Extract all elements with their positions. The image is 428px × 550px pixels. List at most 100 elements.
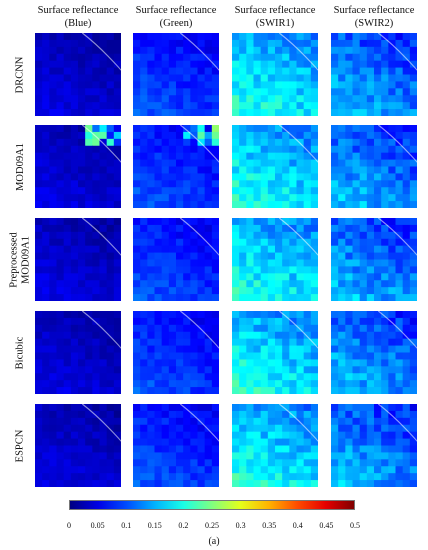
map-cell: [260, 266, 269, 274]
map-cell: [359, 159, 368, 167]
map-cell: [197, 102, 206, 110]
map-cell: [338, 138, 346, 147]
map-cell: [352, 459, 361, 467]
map-cell: [183, 173, 191, 181]
map-cell: [92, 159, 100, 167]
map-cell: [70, 173, 79, 181]
map-cell: [183, 452, 191, 460]
map-cell: [63, 138, 72, 147]
map-cell: [366, 266, 375, 274]
map-cell: [402, 53, 411, 62]
map-cell: [374, 311, 382, 319]
map-cell: [296, 173, 305, 181]
map-cell: [168, 245, 177, 254]
map-cell: [204, 345, 213, 353]
map-cell: [296, 280, 305, 288]
map-cell: [70, 280, 79, 288]
map-cell: [85, 311, 93, 319]
map-cell: [211, 173, 219, 181]
map-cell: [345, 452, 353, 460]
map-cell: [113, 273, 121, 281]
map-cell: [147, 152, 155, 161]
map-cell: [402, 201, 411, 208]
map-cell: [211, 280, 219, 288]
map-cell: [211, 201, 219, 208]
map-cell: [388, 380, 396, 388]
map-cell: [338, 273, 346, 281]
map-cell: [267, 145, 276, 154]
map-cell: [359, 74, 368, 82]
map-cell: [381, 102, 389, 110]
map-cell: [359, 294, 368, 301]
map-cell: [85, 231, 93, 240]
map-cell: [388, 187, 396, 195]
map-cell: [49, 131, 57, 140]
map-cell: [113, 445, 121, 453]
map-cell: [409, 166, 417, 174]
map-cell: [183, 194, 191, 202]
map-cell: [282, 366, 290, 374]
map-cell: [176, 102, 184, 110]
map-cell: [381, 109, 389, 116]
map-cell: [63, 125, 72, 133]
map-cell: [35, 431, 43, 440]
map-cell: [99, 74, 108, 82]
map-cell: [388, 431, 396, 440]
map-cell: [310, 431, 318, 440]
map-cell: [352, 259, 361, 267]
map-cell: [190, 201, 198, 208]
map-cell: [85, 431, 93, 440]
map-cell: [154, 218, 163, 226]
map-cell: [133, 245, 141, 254]
map-cell: [267, 331, 276, 340]
map-cell: [113, 218, 121, 226]
map-cell: [176, 366, 184, 374]
map-cell: [303, 245, 312, 254]
map-cell: [204, 459, 213, 467]
map-cell: [63, 266, 72, 274]
map-cell: [359, 81, 368, 89]
map-cell: [197, 352, 206, 360]
map-cell: [338, 259, 346, 267]
map-cell: [35, 95, 43, 103]
row-label-1: DRCNN: [14, 33, 27, 116]
map-cell: [253, 345, 262, 353]
map-cell: [176, 311, 184, 319]
map-cell: [99, 138, 108, 147]
map-cell: [204, 252, 213, 260]
map-cell: [239, 159, 247, 167]
map-cell: [374, 380, 382, 388]
map-cell: [140, 46, 148, 55]
map-cell: [154, 380, 163, 388]
map-cell: [56, 338, 65, 347]
map-cell: [352, 273, 361, 281]
map-cell: [310, 173, 318, 181]
map-cell: [49, 33, 57, 41]
map-cell: [106, 60, 115, 69]
map-cell: [56, 53, 65, 62]
map-cell: [232, 438, 240, 446]
map-cell: [99, 266, 108, 274]
map-cell: [381, 473, 389, 481]
map-cell: [113, 81, 121, 89]
map-cell: [246, 452, 254, 460]
map-cell: [140, 231, 148, 240]
map-cell: [78, 74, 86, 82]
map-cell: [260, 109, 269, 116]
map-cell: [374, 338, 382, 347]
map-cell: [366, 231, 375, 240]
map-cell: [190, 366, 198, 374]
map-cell: [395, 201, 404, 208]
map-cell: [275, 125, 283, 133]
map-cell: [282, 194, 290, 202]
map-cell: [366, 366, 375, 374]
map-cell: [190, 424, 198, 433]
map-cell: [113, 266, 121, 274]
map-cell: [359, 452, 368, 460]
map-cell: [239, 194, 247, 202]
map-cell: [239, 231, 247, 240]
map-cell: [282, 238, 290, 247]
map-cell: [56, 473, 65, 481]
map-cell: [140, 259, 148, 267]
map-cell: [331, 33, 339, 41]
